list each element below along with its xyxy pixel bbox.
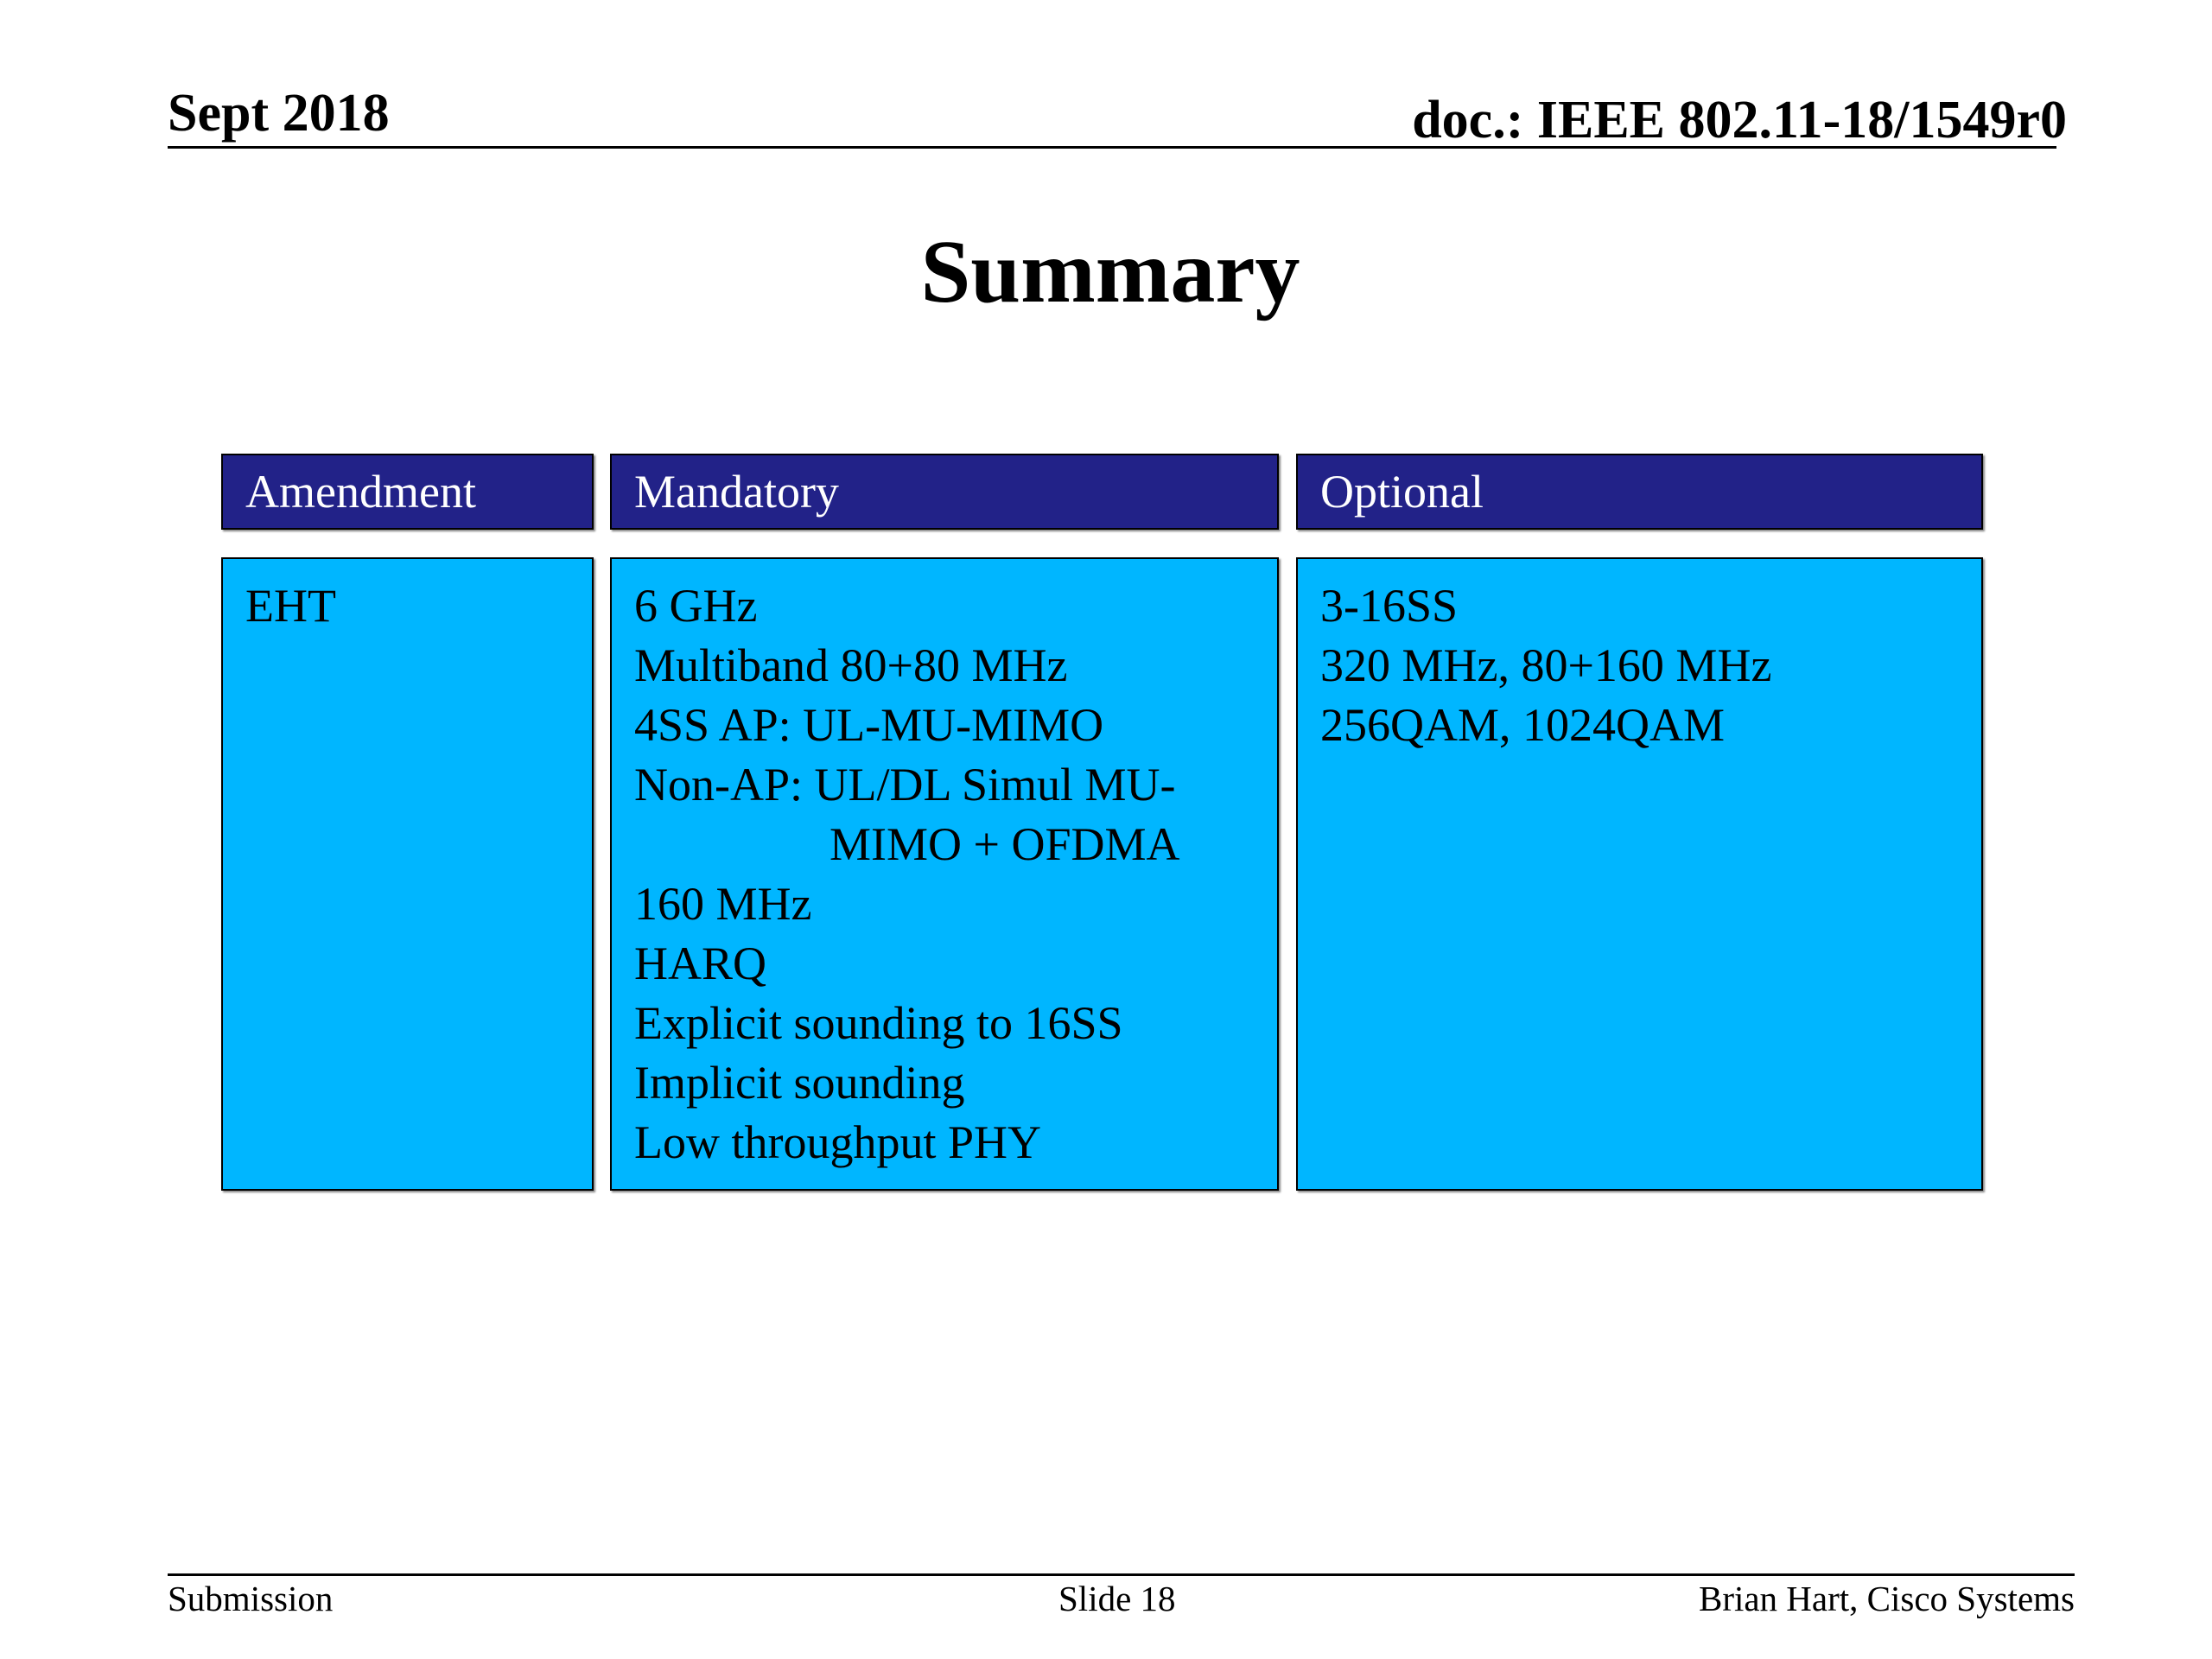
footer-slide-number: Slide 18 — [1058, 1579, 1176, 1618]
list-item: 4SS AP: UL-MU-MIMO — [634, 699, 1104, 751]
header-divider — [168, 146, 2056, 149]
list-item: EHT — [245, 580, 336, 632]
list-item: 3-16SS — [1320, 580, 1459, 632]
header-date: Sept 2018 — [168, 84, 390, 143]
mandatory-cell: 6 GHz Multiband 80+80 MHz 4SS AP: UL-MU-… — [610, 557, 1279, 1191]
column-header-mandatory: Mandatory — [610, 454, 1279, 530]
list-item: 160 MHz — [634, 878, 812, 930]
list-item: 256QAM, 1024QAM — [1320, 699, 1726, 751]
footer-submission: Submission — [168, 1579, 334, 1618]
list-item: Low throughput PHY — [634, 1116, 1041, 1168]
list-item: 6 GHz — [634, 580, 758, 632]
optional-cell: 3-16SS 320 MHz, 80+160 MHz 256QAM, 1024Q… — [1296, 557, 1983, 1191]
footer-divider — [168, 1573, 2075, 1576]
column-header-amendment: Amendment — [221, 454, 594, 530]
column-header-optional: Optional — [1296, 454, 1983, 530]
list-item: Non-AP: UL/DL Simul MU- — [634, 759, 1176, 810]
list-item: Implicit sounding — [634, 1057, 965, 1109]
list-item: HARQ — [634, 938, 767, 989]
header-doc-id: doc.: IEEE 802.11-18/1549r0 — [1412, 91, 2067, 149]
list-item-continuation: MIMO + OFDMA — [830, 818, 1180, 870]
slide-title: Summary — [920, 222, 1300, 321]
list-item: 320 MHz, 80+160 MHz — [1320, 639, 1772, 691]
amendment-cell: EHT — [221, 557, 594, 1191]
list-item: Multiband 80+80 MHz — [634, 639, 1068, 691]
list-item: Explicit sounding to 16SS — [634, 997, 1123, 1049]
footer-author: Brian Hart, Cisco Systems — [1698, 1579, 2075, 1618]
